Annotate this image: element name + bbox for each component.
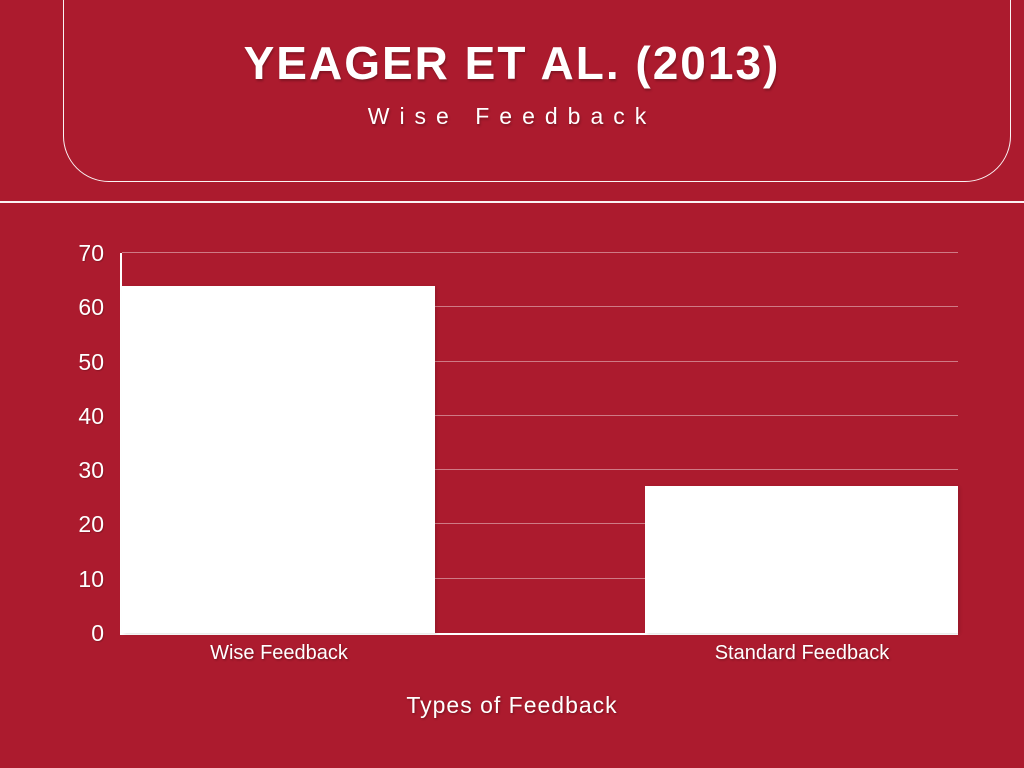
y-tick-label-30: 30 — [78, 457, 104, 484]
y-tick-label-40: 40 — [78, 402, 104, 429]
y-tick-label-50: 50 — [78, 348, 104, 375]
gridline-20 — [122, 523, 958, 525]
x-category-label-wise-feedback: Wise Feedback — [210, 642, 348, 664]
gridline-50 — [122, 360, 958, 362]
header-separator-line — [0, 201, 1024, 203]
y-tick-label-20: 20 — [78, 511, 104, 538]
header-frame-border — [63, 0, 1011, 182]
page-subtitle: Wise Feedback — [367, 103, 657, 129]
plot-area — [120, 252, 958, 635]
bar-wise-feedback — [122, 285, 435, 633]
y-tick-label-70: 70 — [78, 240, 104, 266]
x-category-label-standard-feedback: Standard Feedback — [714, 642, 890, 664]
gridline-30 — [122, 469, 958, 471]
gridline-70 — [122, 252, 958, 253]
gridline-60 — [122, 306, 958, 308]
y-tick-label-60: 60 — [78, 294, 104, 321]
y-tick-label-0: 0 — [91, 620, 104, 646]
page-title: YEAGER ET AL. (2013) — [243, 37, 781, 89]
x-axis-title: Types of Feedback — [406, 692, 618, 718]
gridline-10 — [122, 577, 958, 579]
gridline-40 — [122, 414, 958, 416]
bar-standard-feedback — [645, 486, 958, 633]
y-tick-label-10: 10 — [78, 565, 104, 592]
